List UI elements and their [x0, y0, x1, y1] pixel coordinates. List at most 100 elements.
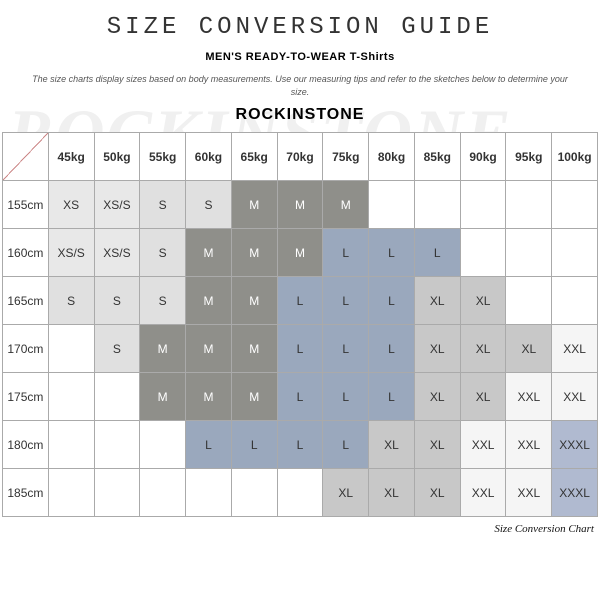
col-header: 100kg — [552, 133, 598, 181]
table-row: 160cmXS/SXS/SSMMMLLL — [3, 229, 598, 277]
size-table: 45kg50kg55kg60kg65kg70kg75kg80kg85kg90kg… — [2, 132, 598, 517]
size-cell — [48, 469, 94, 517]
table-row: 165cmSSSMMLLLXLXL — [3, 277, 598, 325]
col-header: 85kg — [414, 133, 460, 181]
size-cell: XL — [414, 277, 460, 325]
size-cell: M — [186, 229, 232, 277]
row-header: 170cm — [3, 325, 49, 373]
size-cell: XL — [460, 325, 506, 373]
row-header: 175cm — [3, 373, 49, 421]
size-cell: XXL — [460, 469, 506, 517]
size-cell — [506, 277, 552, 325]
size-cell — [140, 421, 186, 469]
col-header: 90kg — [460, 133, 506, 181]
size-cell: XXL — [506, 421, 552, 469]
size-cell: M — [231, 181, 277, 229]
size-cell: XXL — [552, 325, 598, 373]
size-cell — [414, 181, 460, 229]
size-cell — [552, 229, 598, 277]
size-cell: XS/S — [94, 181, 140, 229]
size-cell — [94, 421, 140, 469]
size-cell: XL — [369, 469, 415, 517]
row-header: 165cm — [3, 277, 49, 325]
corner-cell — [3, 133, 49, 181]
brand-name: ROCKINSTONE — [0, 106, 600, 124]
size-cell: L — [323, 229, 369, 277]
subtitle-bold: T-Shirts — [350, 51, 395, 63]
table-row: 180cmLLLLXLXLXXLXXLXXXL — [3, 421, 598, 469]
size-cell: M — [186, 373, 232, 421]
size-cell: M — [277, 229, 323, 277]
size-cell: XL — [414, 325, 460, 373]
col-header: 80kg — [369, 133, 415, 181]
caption-text: Size Conversion Chart — [0, 517, 600, 535]
size-cell: M — [323, 181, 369, 229]
size-cell: XS/S — [94, 229, 140, 277]
page-title: SIZE CONVERSION GUIDE — [0, 14, 600, 41]
table-header-row: 45kg50kg55kg60kg65kg70kg75kg80kg85kg90kg… — [3, 133, 598, 181]
size-cell: XL — [369, 421, 415, 469]
size-cell: XL — [460, 277, 506, 325]
size-cell: M — [186, 325, 232, 373]
subtitle-prefix: MEN'S READY-TO-WEAR — [205, 51, 349, 63]
size-cell: M — [140, 373, 186, 421]
col-header: 55kg — [140, 133, 186, 181]
size-cell — [140, 469, 186, 517]
table-row: 155cmXSXS/SSSMMM — [3, 181, 598, 229]
size-cell: XL — [323, 469, 369, 517]
size-cell — [48, 373, 94, 421]
row-header: 180cm — [3, 421, 49, 469]
size-cell: L — [323, 421, 369, 469]
subtitle: MEN'S READY-TO-WEAR T-Shirts — [0, 51, 600, 63]
size-cell: XL — [506, 325, 552, 373]
size-cell — [186, 469, 232, 517]
main-content: SIZE CONVERSION GUIDE MEN'S READY-TO-WEA… — [0, 14, 600, 535]
size-cell — [506, 229, 552, 277]
size-cell: L — [369, 277, 415, 325]
col-header: 70kg — [277, 133, 323, 181]
size-cell: XXL — [506, 373, 552, 421]
col-header: 45kg — [48, 133, 94, 181]
size-cell — [94, 469, 140, 517]
size-cell: S — [140, 229, 186, 277]
size-cell: L — [323, 373, 369, 421]
size-cell: M — [140, 325, 186, 373]
size-cell — [48, 325, 94, 373]
size-cell: XS — [48, 181, 94, 229]
size-cell — [277, 469, 323, 517]
size-cell: XL — [460, 373, 506, 421]
size-cell: L — [369, 373, 415, 421]
row-header: 155cm — [3, 181, 49, 229]
size-table-wrap: 45kg50kg55kg60kg65kg70kg75kg80kg85kg90kg… — [0, 132, 600, 517]
size-cell: S — [186, 181, 232, 229]
size-cell — [48, 421, 94, 469]
size-cell: M — [231, 325, 277, 373]
size-cell — [369, 181, 415, 229]
size-cell: XXL — [460, 421, 506, 469]
size-cell: XL — [414, 373, 460, 421]
size-cell: S — [94, 277, 140, 325]
size-cell: L — [277, 421, 323, 469]
table-row: 175cmMMMLLLXLXLXXLXXL — [3, 373, 598, 421]
size-cell: L — [414, 229, 460, 277]
size-cell: XXL — [552, 373, 598, 421]
size-cell: L — [277, 277, 323, 325]
note-text: The size charts display sizes based on b… — [30, 73, 570, 98]
size-cell: S — [48, 277, 94, 325]
size-cell: L — [186, 421, 232, 469]
size-cell — [460, 181, 506, 229]
size-cell: M — [231, 229, 277, 277]
row-header: 160cm — [3, 229, 49, 277]
table-body: 155cmXSXS/SSSMMM160cmXS/SXS/SSMMMLLL165c… — [3, 181, 598, 517]
size-cell: XXXL — [552, 469, 598, 517]
size-cell: XXL — [506, 469, 552, 517]
size-cell: L — [369, 229, 415, 277]
size-cell: L — [231, 421, 277, 469]
col-header: 60kg — [186, 133, 232, 181]
size-cell: L — [369, 325, 415, 373]
size-cell: L — [323, 325, 369, 373]
col-header: 95kg — [506, 133, 552, 181]
row-header: 185cm — [3, 469, 49, 517]
size-cell — [460, 229, 506, 277]
table-row: 185cmXLXLXLXXLXXLXXXL — [3, 469, 598, 517]
